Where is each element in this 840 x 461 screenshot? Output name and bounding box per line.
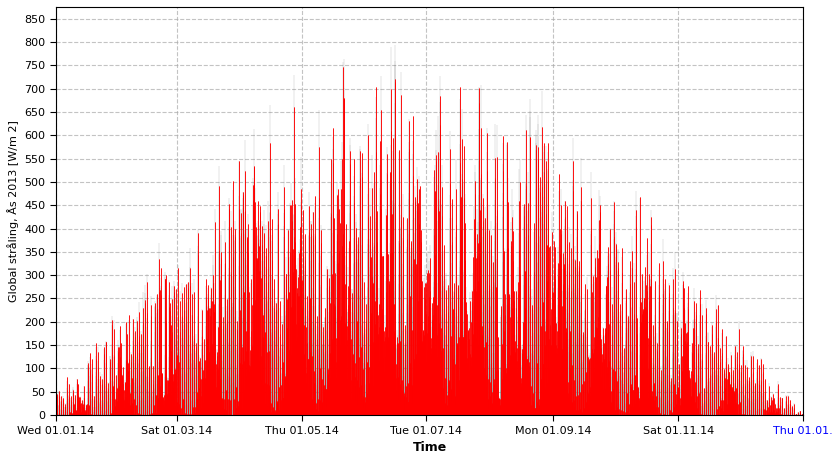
Y-axis label: Global stråling, Ås 2013 [W/m 2]: Global stråling, Ås 2013 [W/m 2] (7, 120, 18, 302)
X-axis label: Time: Time (412, 441, 447, 454)
